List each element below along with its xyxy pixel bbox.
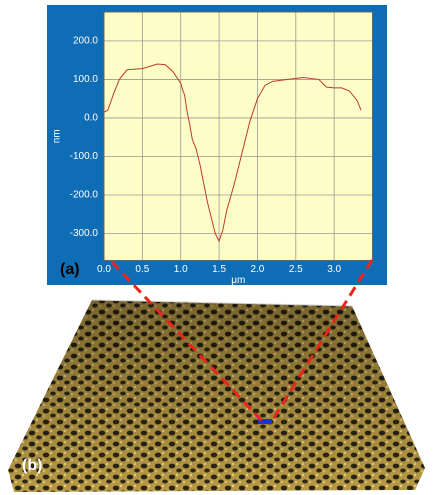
y-tick-label: -300.0	[70, 228, 99, 239]
y-tick-label: -100.0	[70, 151, 99, 162]
surface-image	[8, 300, 425, 492]
y-tick-label: 100.0	[73, 74, 98, 85]
y-tick-label: 0.0	[84, 113, 98, 124]
x-tick-label: 2.5	[289, 264, 303, 275]
x-tick-label: 0.5	[135, 264, 149, 275]
panel-label: (a)	[60, 261, 80, 278]
x-tick-label: 0.0	[97, 264, 111, 275]
x-tick-label: 1.5	[212, 264, 226, 275]
x-tick-label: 2.0	[250, 264, 264, 275]
figure: -300.0 -200.0 -100.0 0.0 100.0 200.0 0.0 0.5 1.0…	[0, 0, 438, 495]
y-tick-label: -200.0	[70, 190, 99, 201]
plot-area	[104, 12, 373, 261]
x-axis-label: μm	[231, 275, 245, 286]
x-tick-label: 1.0	[174, 264, 188, 275]
y-axis-label: nm	[52, 129, 63, 143]
x-tick-label: 3.0	[327, 264, 341, 275]
y-tick-label: 200.0	[73, 36, 98, 47]
panel-label: (b)	[22, 457, 42, 474]
